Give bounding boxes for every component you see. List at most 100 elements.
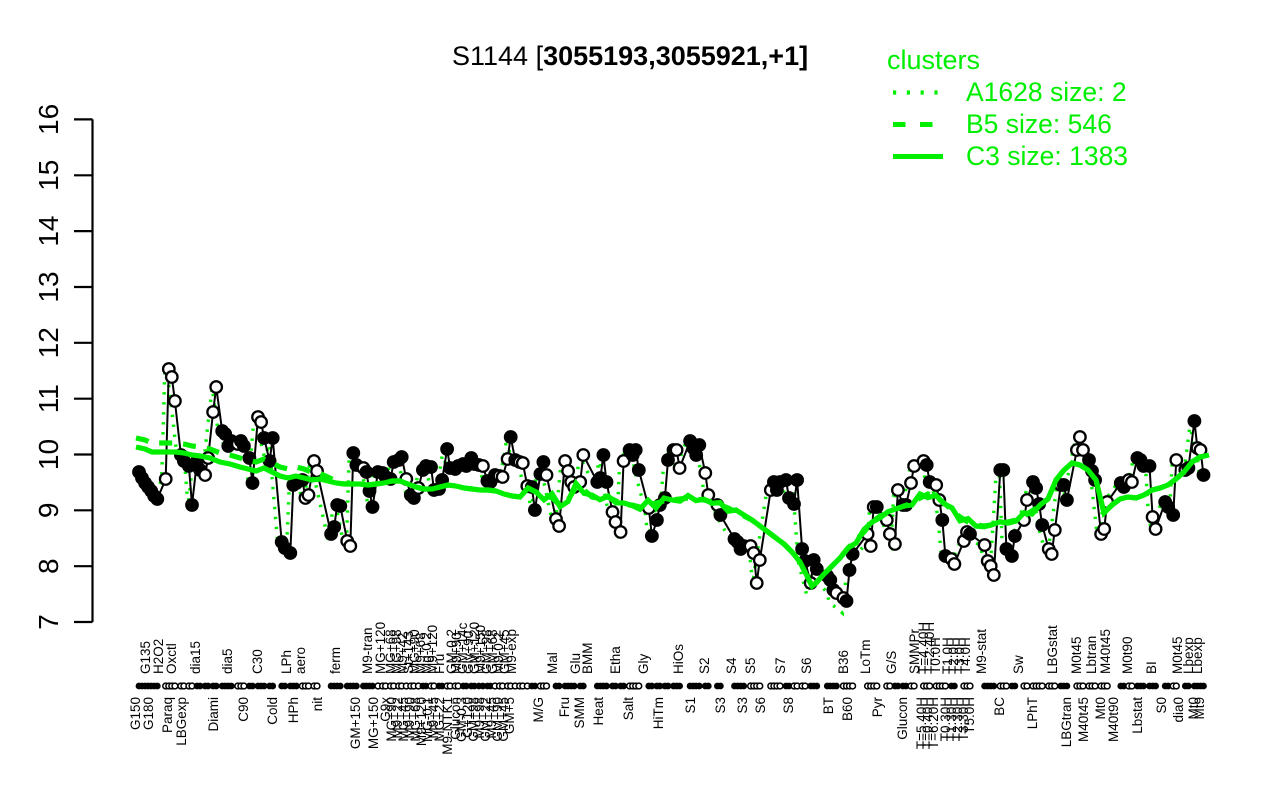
svg-text:MG+120: MG+120 [373, 622, 388, 674]
svg-text:M40t45: M40t45 [1076, 697, 1091, 742]
svg-text:Paraq: Paraq [160, 697, 175, 733]
svg-text:G135: G135 [138, 641, 153, 674]
svg-text:Fru: Fru [557, 697, 572, 717]
svg-text:MG+68: MG+68 [383, 629, 398, 674]
svg-text:GM+22: GM+22 [478, 697, 493, 742]
svg-text:Etha: Etha [608, 646, 623, 674]
svg-text:S0: S0 [1154, 697, 1169, 714]
svg-text:M9-stat: M9-stat [974, 629, 989, 674]
svg-text:G/S: G/S [884, 651, 899, 674]
svg-text:LBGexp: LBGexp [174, 697, 189, 746]
svg-text:St+143: St+143 [401, 631, 416, 674]
svg-text:T2.0H: T2.0H [946, 637, 961, 674]
svg-text:MG+22: MG+22 [432, 697, 447, 742]
svg-text:9: 9 [33, 503, 64, 519]
svg-text:S6: S6 [753, 697, 768, 714]
svg-text:M9+68: M9+68 [413, 632, 428, 674]
svg-text:C3 size: 1383: C3 size: 1383 [966, 141, 1128, 171]
svg-text:M0t45: M0t45 [1170, 636, 1185, 674]
svg-text:dia0: dia0 [1171, 697, 1186, 723]
svg-text:H2O2: H2O2 [151, 639, 166, 674]
svg-text:BI: BI [1144, 661, 1159, 674]
svg-text:M9-NTK1: M9-NTK1 [440, 697, 455, 755]
svg-text:S3: S3 [713, 697, 728, 714]
svg-text:M0t90: M0t90 [1120, 636, 1135, 674]
svg-text:BT: BT [821, 697, 836, 714]
svg-text:Glucon: Glucon [895, 697, 910, 740]
svg-text:GM+90: GM+90 [490, 697, 505, 742]
svg-text:GM+14c: GM+14c [455, 622, 470, 674]
svg-text:S2: S2 [697, 657, 712, 674]
svg-text:nit: nit [310, 697, 325, 712]
svg-text:MG-0.1: MG-0.1 [420, 697, 435, 742]
svg-text:16: 16 [33, 104, 64, 135]
svg-text:T3.0H: T3.0H [952, 637, 967, 674]
svg-text:SMMPr: SMMPr [907, 629, 922, 675]
svg-text:GM+68: GM+68 [485, 629, 500, 674]
svg-text:aero: aero [293, 647, 308, 674]
svg-text:Salt: Salt [621, 697, 636, 721]
svg-text:S3: S3 [735, 697, 750, 714]
svg-text:T3.30H: T3.30H [956, 697, 971, 741]
svg-text:S8: S8 [781, 697, 796, 714]
svg-text:M9+150: M9+150 [473, 625, 488, 674]
svg-text:Mal: Mal [545, 652, 560, 674]
svg-text:Oxctl: Oxctl [164, 643, 179, 674]
svg-text:GM+120: GM+120 [467, 622, 482, 674]
svg-text:S7: S7 [773, 657, 788, 674]
svg-text:12: 12 [33, 327, 64, 358]
svg-text:C90: C90 [236, 697, 251, 722]
svg-text:dia5: dia5 [220, 648, 235, 674]
svg-text:11: 11 [33, 384, 64, 413]
svg-text:T=4.40H: T=4.40H [916, 622, 931, 674]
svg-text:M0t45: M0t45 [1069, 636, 1084, 674]
svg-text:Mt9: Mt9 [1192, 697, 1207, 720]
svg-text:8: 8 [33, 558, 64, 574]
svg-text:GM+5: GM+5 [502, 697, 517, 734]
svg-text:M9-tran: M9-tran [360, 627, 375, 674]
svg-text:MG+98: MG+98 [389, 629, 404, 674]
svg-text:7: 7 [33, 614, 64, 630]
svg-text:Mt0: Mt0 [1093, 697, 1108, 720]
svg-text:G180: G180 [141, 697, 156, 730]
svg-text:A1628 size: 2: A1628 size: 2 [966, 77, 1127, 107]
svg-text:M9+90: M9+90 [449, 632, 464, 674]
svg-text:LBGtran: LBGtran [1059, 697, 1074, 747]
svg-text:MG+150: MG+150 [366, 697, 381, 749]
svg-text:Gly+90: Gly+90 [461, 631, 476, 674]
svg-text:M9+90: M9+90 [402, 697, 417, 739]
svg-text:BMM: BMM [580, 643, 595, 675]
svg-text:GM+150: GM+150 [348, 697, 363, 749]
svg-text:G9x: G9x [378, 697, 393, 722]
svg-text:Sw: Sw [1011, 655, 1026, 674]
svg-text:Lbtran: Lbtran [1084, 636, 1099, 674]
svg-text:10: 10 [33, 439, 64, 470]
svg-text:S1144 [3055193,3055921,+1]: S1144 [3055193,3055921,+1] [452, 41, 808, 71]
svg-text:LBGstat: LBGstat [1045, 625, 1060, 674]
svg-text:S4: S4 [724, 657, 739, 674]
svg-text:GM+98: GM+98 [479, 629, 494, 674]
svg-text:B36: B36 [836, 650, 851, 674]
svg-text:Mg-0.2: Mg-0.2 [419, 632, 434, 674]
svg-text:GM+45: GM+45 [497, 629, 512, 674]
svg-text:GM+98: GM+98 [466, 697, 481, 742]
svg-text:SMM: SMM [572, 697, 587, 729]
svg-text:ferm: ferm [328, 647, 343, 674]
svg-text:Lbstat: Lbstat [1130, 697, 1145, 734]
svg-text:Fru: Fru [432, 654, 447, 674]
svg-text:T1.0H: T1.0H [940, 637, 955, 674]
svg-text:HiOs: HiOs [671, 644, 686, 674]
svg-text:Cold: Cold [265, 697, 280, 725]
svg-text:Heat: Heat [591, 697, 606, 726]
svg-text:T=6.20H: T=6.20H [926, 697, 941, 749]
svg-text:G150: G150 [128, 697, 143, 730]
svg-text:M9+120: M9+120 [425, 625, 440, 674]
svg-text:Glu: Glu [568, 653, 583, 674]
svg-text:S6: S6 [799, 657, 814, 674]
svg-text:Mt0: Mt0 [1186, 697, 1201, 720]
svg-text:M9+42: M9+42 [395, 632, 410, 674]
svg-text:LPhT: LPhT [1025, 697, 1040, 729]
svg-text:Lbexp: Lbexp [1190, 637, 1205, 674]
svg-text:Glucon: Glucon [448, 697, 463, 740]
svg-text:Pyr: Pyr [870, 696, 885, 717]
